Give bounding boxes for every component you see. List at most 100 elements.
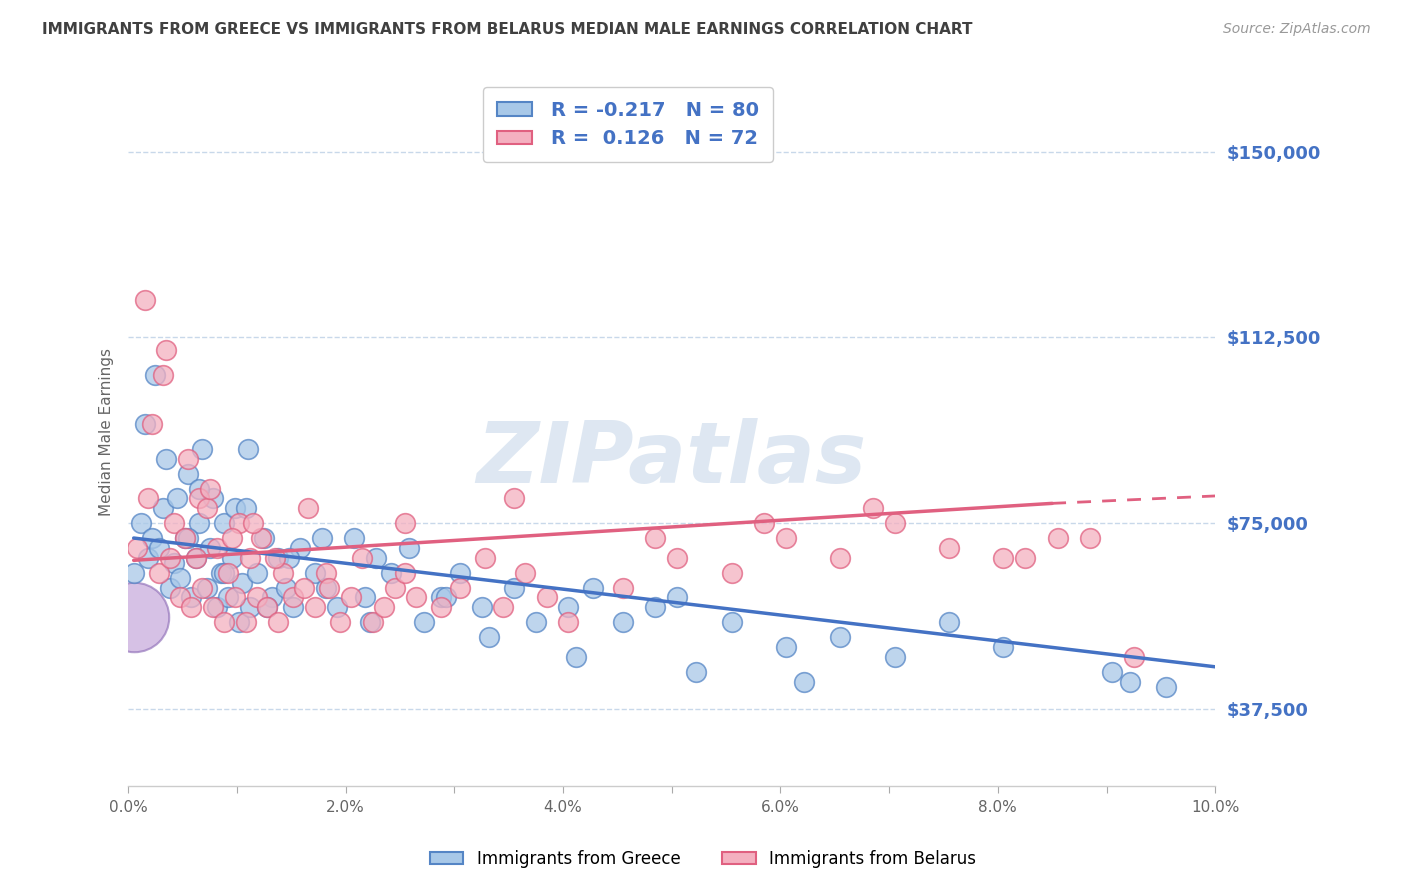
Point — [122, 566, 145, 580]
Point — [184, 550, 207, 565]
Point — [536, 591, 558, 605]
Point — [315, 566, 337, 580]
Point — [752, 516, 775, 531]
Point — [430, 591, 453, 605]
Point — [264, 550, 287, 565]
Point — [260, 591, 283, 605]
Point — [354, 591, 377, 605]
Point — [612, 615, 634, 630]
Point — [1078, 531, 1101, 545]
Point — [993, 550, 1015, 565]
Point — [235, 501, 257, 516]
Point — [644, 600, 666, 615]
Point — [830, 550, 852, 565]
Point — [340, 591, 363, 605]
Point — [666, 591, 689, 605]
Point — [152, 501, 174, 516]
Point — [1119, 674, 1142, 689]
Point — [557, 615, 579, 630]
Point — [329, 615, 352, 630]
Point — [239, 600, 262, 615]
Point — [938, 615, 960, 630]
Point — [775, 531, 797, 545]
Point — [565, 649, 588, 664]
Point — [245, 566, 267, 580]
Point — [217, 566, 239, 580]
Point — [384, 581, 406, 595]
Point — [180, 591, 202, 605]
Point — [271, 566, 294, 580]
Point — [267, 550, 290, 565]
Point — [503, 581, 526, 595]
Point — [235, 615, 257, 630]
Point — [412, 615, 434, 630]
Point — [155, 343, 177, 357]
Point — [159, 550, 181, 565]
Point — [326, 600, 349, 615]
Point — [993, 640, 1015, 654]
Point — [221, 550, 243, 565]
Point — [217, 591, 239, 605]
Point — [245, 591, 267, 605]
Point — [311, 531, 333, 545]
Point — [1156, 680, 1178, 694]
Point — [1122, 649, 1144, 664]
Point — [202, 600, 225, 615]
Point — [380, 566, 402, 580]
Point — [720, 615, 742, 630]
Point — [221, 531, 243, 545]
Point — [283, 600, 305, 615]
Point — [202, 491, 225, 506]
Point — [159, 581, 181, 595]
Point — [253, 531, 276, 545]
Point — [177, 451, 200, 466]
Point — [152, 368, 174, 382]
Point — [141, 531, 163, 545]
Point — [166, 491, 188, 506]
Point — [191, 581, 214, 595]
Point — [184, 550, 207, 565]
Point — [582, 581, 605, 595]
Text: Source: ZipAtlas.com: Source: ZipAtlas.com — [1223, 22, 1371, 37]
Point — [394, 566, 416, 580]
Point — [155, 451, 177, 466]
Point — [212, 615, 235, 630]
Point — [274, 581, 297, 595]
Point — [129, 516, 152, 531]
Point — [169, 591, 191, 605]
Point — [187, 482, 209, 496]
Point — [503, 491, 526, 506]
Point — [195, 501, 218, 516]
Point — [228, 615, 250, 630]
Point — [177, 467, 200, 481]
Point — [612, 581, 634, 595]
Point — [364, 550, 387, 565]
Point — [141, 417, 163, 431]
Point — [136, 491, 159, 506]
Point — [343, 531, 366, 545]
Point — [283, 591, 305, 605]
Point — [224, 591, 246, 605]
Point — [256, 600, 278, 615]
Point — [449, 581, 471, 595]
Text: IMMIGRANTS FROM GREECE VS IMMIGRANTS FROM BELARUS MEDIAN MALE EARNINGS CORRELATI: IMMIGRANTS FROM GREECE VS IMMIGRANTS FRO… — [42, 22, 973, 37]
Point — [1101, 665, 1123, 679]
Point — [242, 516, 264, 531]
Point — [231, 575, 253, 590]
Point — [180, 600, 202, 615]
Point — [198, 482, 221, 496]
Point — [267, 615, 290, 630]
Point — [315, 581, 337, 595]
Point — [134, 293, 156, 308]
Point — [938, 541, 960, 555]
Point — [288, 541, 311, 555]
Point — [187, 491, 209, 506]
Point — [278, 550, 301, 565]
Point — [720, 566, 742, 580]
Point — [173, 531, 195, 545]
Point — [212, 566, 235, 580]
Point — [134, 417, 156, 431]
Point — [470, 600, 492, 615]
Point — [350, 550, 373, 565]
Text: ZIPatlas: ZIPatlas — [477, 418, 868, 501]
